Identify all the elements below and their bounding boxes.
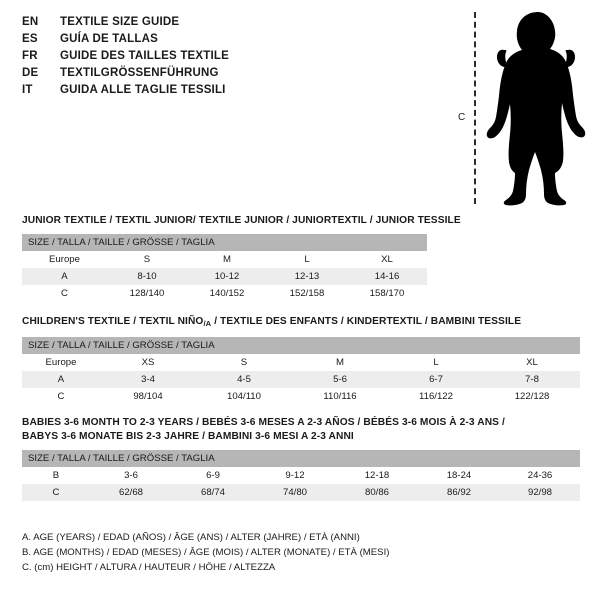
children-title-sub: /A [203,319,212,328]
language-row: IT GUIDA ALLE TAGLIE TESSILI [22,82,422,99]
table-cell: 152/158 [267,285,347,302]
table-cell: XS [100,354,196,371]
table-row: A 8-10 10-12 12-13 14-16 [22,268,428,285]
child-silhouette-icon [486,12,586,206]
table-cell: 116/122 [388,388,484,405]
children-table-block: CHILDREN'S TEXTILE / TEXTIL NIÑO/A / TEX… [22,315,581,405]
table-header-row: SIZE / TALLA / TAILLE / GRÖSSE / TAGLIA [22,337,581,354]
language-code: DE [22,67,39,79]
babies-table-block: BABIES 3-6 MONTH TO 2-3 YEARS / BEBÉS 3-… [22,416,581,501]
table-cell: 3-6 [90,467,172,484]
table-row: Europe XS S M L XL [22,354,581,371]
language-row: FR GUIDE DES TAILLES TEXTILE [22,48,422,65]
table-cell: 68/74 [172,484,254,501]
size-header-label: SIZE / TALLA / TAILLE / GRÖSSE / TAGLIA [22,234,428,251]
table-cell: 18-24 [418,467,500,484]
table-cell: 104/110 [196,388,292,405]
table-cell: S [107,251,187,268]
table-row: B 3-6 6-9 9-12 12-18 18-24 24-36 [22,467,581,484]
junior-table-block: JUNIOR TEXTILE / TEXTIL JUNIOR/ TEXTILE … [22,214,461,302]
language-title: GUÍA DE TALLAS [60,33,158,45]
table-cell: 14-16 [347,268,428,285]
row-label: Europe [22,354,100,371]
table-cell: M [187,251,267,268]
table-cell: L [388,354,484,371]
table-row: A 3-4 4-5 5-6 6-7 7-8 [22,371,581,388]
table-cell: 122/128 [484,388,581,405]
table-cell: 110/116 [292,388,388,405]
babies-size-table: SIZE / TALLA / TAILLE / GRÖSSE / TAGLIA … [22,450,581,501]
table-cell: 12-18 [336,467,418,484]
table-cell: 12-13 [267,268,347,285]
legend-row-b: B. AGE (MONTHS) / EDAD (MESES) / ÂGE (MO… [22,547,390,558]
language-title-block: EN TEXTILE SIZE GUIDE ES GUÍA DE TALLAS … [22,14,422,99]
table-cell: 98/104 [100,388,196,405]
junior-size-table: SIZE / TALLA / TAILLE / GRÖSSE / TAGLIA … [22,234,428,302]
size-header-label: SIZE / TALLA / TAILLE / GRÖSSE / TAGLIA [22,450,581,467]
table-cell: 80/86 [336,484,418,501]
table-cell: 8-10 [107,268,187,285]
table-cell: 24-36 [500,467,581,484]
children-size-table: SIZE / TALLA / TAILLE / GRÖSSE / TAGLIA … [22,337,581,405]
legend-row-c: C. (cm) HEIGHT / ALTURA / HAUTEUR / HÖHE… [22,562,276,573]
table-row: Europe S M L XL [22,251,428,268]
table-header-row: SIZE / TALLA / TAILLE / GRÖSSE / TAGLIA [22,450,581,467]
language-code: EN [22,16,39,28]
table-header-row: SIZE / TALLA / TAILLE / GRÖSSE / TAGLIA [22,234,428,251]
table-cell: 6-9 [172,467,254,484]
language-code: IT [22,84,33,96]
language-row: EN TEXTILE SIZE GUIDE [22,14,422,31]
table-row: C 62/68 68/74 74/80 80/86 86/92 92/98 [22,484,581,501]
row-label: C [22,285,107,302]
table-cell: L [267,251,347,268]
size-header-label: SIZE / TALLA / TAILLE / GRÖSSE / TAGLIA [22,337,581,354]
language-title: GUIDA ALLE TAGLIE TESSILI [60,84,226,96]
children-title-after: / TEXTILE DES ENFANTS / KINDERTEXTIL / B… [211,316,522,327]
table-cell: 74/80 [254,484,336,501]
row-label: C [22,388,100,405]
height-measure-label: C [458,112,466,123]
table-cell: 86/92 [418,484,500,501]
table-cell: 62/68 [90,484,172,501]
table-cell: M [292,354,388,371]
table-cell: 158/170 [347,285,428,302]
table-cell: 9-12 [254,467,336,484]
language-title: TEXTILGRÖSSENFÜHRUNG [60,67,219,79]
legend-row-a: A. AGE (YEARS) / EDAD (AÑOS) / ÂGE (ANS)… [22,532,360,543]
language-code: ES [22,33,38,45]
row-label: B [22,467,90,484]
children-table-title: CHILDREN'S TEXTILE / TEXTIL NIÑO/A / TEX… [22,315,580,331]
table-cell: 92/98 [500,484,581,501]
table-cell: 4-5 [196,371,292,388]
table-cell: 6-7 [388,371,484,388]
language-title: GUIDE DES TAILLES TEXTILE [60,50,229,62]
legend-block: A. AGE (YEARS) / EDAD (AÑOS) / ÂGE (ANS)… [22,530,452,575]
table-cell: 10-12 [187,268,267,285]
row-label: A [22,371,100,388]
language-title: TEXTILE SIZE GUIDE [60,16,180,28]
row-label: Europe [22,251,107,268]
table-cell: 3-4 [100,371,196,388]
table-cell: 7-8 [484,371,581,388]
table-cell: XL [484,354,581,371]
table-row: C 128/140 140/152 152/158 158/170 [22,285,428,302]
junior-table-title: JUNIOR TEXTILE / TEXTIL JUNIOR/ TEXTILE … [22,215,461,226]
children-title-before: CHILDREN'S TEXTILE / TEXTIL NIÑO [22,316,204,327]
language-row: DE TEXTILGRÖSSENFÜHRUNG [22,65,422,82]
height-measurement-figure: C [452,10,592,206]
table-row: C 98/104 104/110 110/116 116/122 122/128 [22,388,581,405]
table-cell: XL [347,251,428,268]
language-row: ES GUÍA DE TALLAS [22,31,422,48]
row-label: C [22,484,90,501]
height-measure-dashed-line [474,12,476,204]
table-cell: 128/140 [107,285,187,302]
babies-table-title-line1: BABIES 3-6 MONTH TO 2-3 YEARS / BEBÉS 3-… [22,417,505,428]
table-cell: S [196,354,292,371]
table-cell: 140/152 [187,285,267,302]
babies-table-title-line2: BABYS 3-6 MONATE BIS 2-3 JAHRE / BAMBINI… [22,431,354,442]
row-label: A [22,268,107,285]
table-cell: 5-6 [292,371,388,388]
language-code: FR [22,50,38,62]
